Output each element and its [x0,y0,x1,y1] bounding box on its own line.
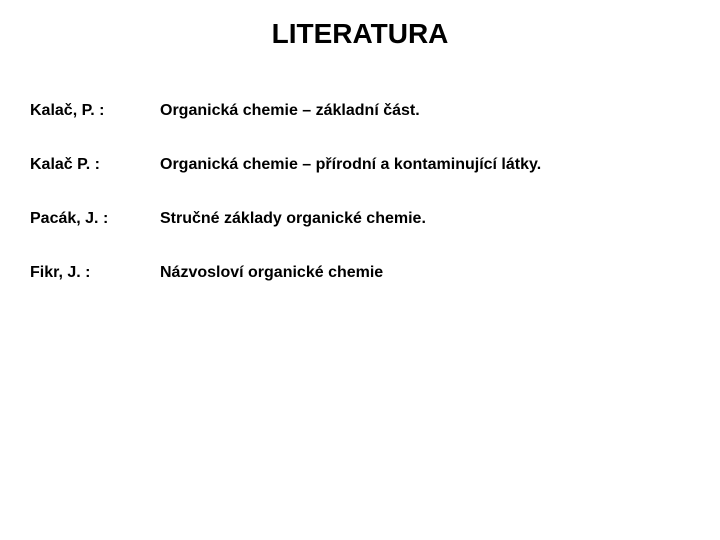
reference-author: Fikr, J. : [30,264,160,282]
reference-row: Kalač, P. : Organická chemie – základní … [30,102,690,120]
reference-work: Stručné základy organické chemie. [160,210,690,228]
reference-author: Kalač, P. : [30,102,160,120]
reference-work: Organická chemie – základní část. [160,102,690,120]
page-title: LITERATURA [0,18,720,50]
reference-author: Kalač P. : [30,156,160,174]
reference-row: Fikr, J. : Názvosloví organické chemie [30,264,690,282]
references-list: Kalač, P. : Organická chemie – základní … [0,102,720,282]
slide: LITERATURA Kalač, P. : Organická chemie … [0,0,720,540]
reference-row: Pacák, J. : Stručné základy organické ch… [30,210,690,228]
reference-author: Pacák, J. : [30,210,160,228]
reference-row: Kalač P. : Organická chemie – přírodní a… [30,156,690,174]
reference-work: Organická chemie – přírodní a kontaminuj… [160,156,690,174]
reference-work: Názvosloví organické chemie [160,264,690,282]
